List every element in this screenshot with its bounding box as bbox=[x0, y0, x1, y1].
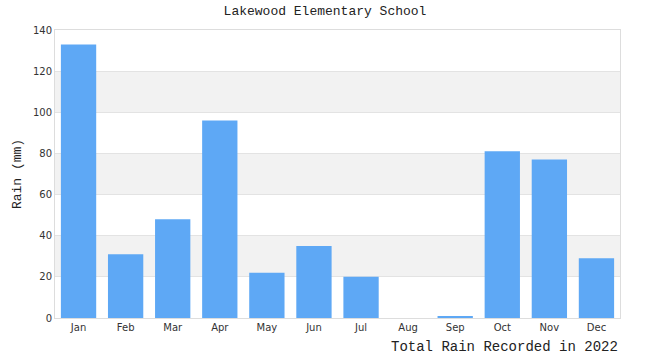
svg-text:Sep: Sep bbox=[446, 322, 465, 333]
svg-text:Feb: Feb bbox=[117, 322, 135, 333]
svg-text:Lakewood Elementary School: Lakewood Elementary School bbox=[224, 4, 427, 19]
svg-text:Jun: Jun bbox=[305, 322, 322, 333]
svg-text:Jan: Jan bbox=[70, 322, 86, 333]
svg-text:80: 80 bbox=[39, 148, 52, 159]
svg-text:Aug: Aug bbox=[398, 322, 418, 333]
svg-text:Nov: Nov bbox=[540, 322, 560, 333]
svg-text:May: May bbox=[257, 322, 278, 333]
svg-text:Rain (mm): Rain (mm) bbox=[10, 139, 25, 209]
svg-text:Total Rain Recorded in 2022: Total Rain Recorded in 2022 bbox=[391, 339, 618, 355]
svg-text:0: 0 bbox=[46, 313, 52, 324]
svg-text:140: 140 bbox=[33, 25, 52, 36]
svg-text:60: 60 bbox=[39, 189, 52, 200]
svg-text:Dec: Dec bbox=[587, 322, 606, 333]
svg-text:Oct: Oct bbox=[494, 322, 511, 333]
svg-text:120: 120 bbox=[33, 66, 52, 77]
svg-text:Apr: Apr bbox=[211, 322, 229, 333]
svg-text:Jul: Jul bbox=[354, 322, 367, 333]
svg-text:40: 40 bbox=[39, 230, 52, 241]
svg-text:20: 20 bbox=[39, 271, 52, 282]
svg-text:Mar: Mar bbox=[163, 322, 183, 333]
svg-text:100: 100 bbox=[33, 107, 52, 118]
